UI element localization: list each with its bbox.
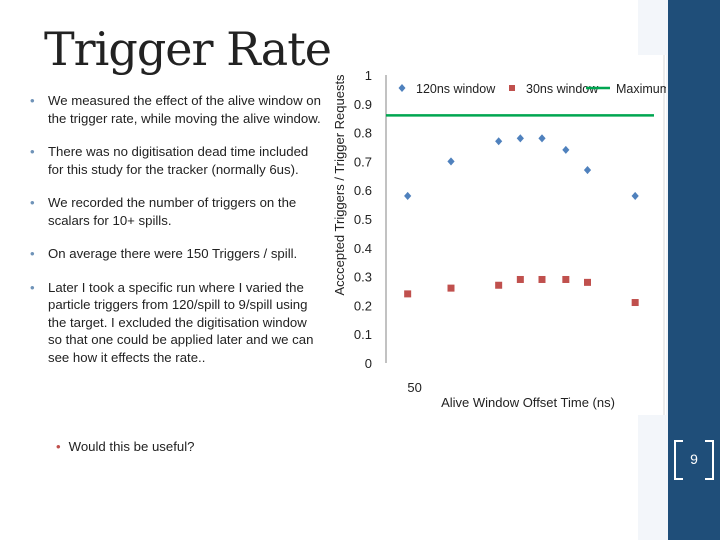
- page-number: 9: [672, 440, 716, 480]
- x-axis-label: Alive Window Offset Time (ns): [441, 395, 615, 410]
- data-point-30ns: [495, 281, 503, 289]
- legend-label: Maximum: [616, 82, 666, 96]
- page-number-left-bracket: [674, 440, 683, 480]
- y-tick-label: 0: [365, 356, 372, 371]
- y-tick-label: 0.1: [354, 327, 372, 342]
- y-tick-label: 0.9: [354, 97, 372, 112]
- bullet-item: We measured the effect of the alive wind…: [30, 92, 322, 127]
- legend-label: 120ns window: [416, 82, 496, 96]
- y-axis-label: Acccepted Triggers / Trigger Requests: [332, 74, 347, 296]
- data-point-30ns: [584, 278, 591, 286]
- sub-bullet: • Would this be useful?: [56, 439, 194, 454]
- data-point-120ns: [446, 156, 456, 167]
- data-point-30ns: [538, 275, 546, 283]
- bullet-item: Later I took a specific run where I vari…: [30, 279, 322, 367]
- x-tick-label: 50: [407, 380, 421, 395]
- data-point-120ns: [494, 136, 504, 147]
- data-point-30ns: [447, 284, 455, 292]
- y-tick-label: 0.3: [354, 270, 372, 285]
- legend-marker-120ns: [398, 84, 406, 92]
- sub-bullet-dot: •: [56, 439, 61, 454]
- scatter-chart: 0 0.1 0.2 0.3 0.4 0.5 0.6 0.7 0.8 0.9 1 50 Acccepted…: [328, 55, 666, 415]
- sidebar-band: [668, 0, 720, 540]
- data-point-120ns: [583, 165, 592, 175]
- y-tick-label: 0.8: [354, 126, 372, 141]
- y-tick-label: 0.4: [354, 241, 372, 256]
- data-point-120ns: [561, 144, 571, 155]
- sub-bullet-text: Would this be useful?: [68, 439, 195, 454]
- data-point-30ns: [562, 275, 570, 283]
- page-number-right-bracket: [705, 440, 714, 480]
- bullet-list: We measured the effect of the alive wind…: [30, 92, 322, 382]
- legend-label: 30ns window: [526, 82, 599, 96]
- data-point-30ns: [631, 299, 639, 307]
- data-point-30ns: [404, 290, 412, 298]
- data-point-30ns: [516, 275, 524, 283]
- legend-marker-30ns: [509, 85, 515, 91]
- bullet-item: There was no digitisation dead time incl…: [30, 143, 322, 178]
- data-point-120ns: [630, 191, 640, 201]
- data-point-120ns: [403, 191, 413, 201]
- y-tick-label: 0.7: [354, 154, 372, 169]
- bullet-item: We recorded the number of triggers on th…: [30, 194, 322, 229]
- y-tick-label: 0.6: [354, 183, 372, 198]
- chart-background: [328, 55, 666, 415]
- y-tick-label: 0.2: [354, 298, 372, 313]
- y-tick-label: 0.5: [354, 212, 372, 227]
- bullet-item: On average there were 150 Triggers / spi…: [30, 245, 322, 263]
- page-number-text: 9: [690, 451, 698, 467]
- data-point-120ns: [515, 133, 525, 144]
- slide-title: Trigger Rate: [44, 22, 332, 76]
- y-tick-label: 1: [365, 68, 372, 83]
- data-point-120ns: [537, 133, 547, 144]
